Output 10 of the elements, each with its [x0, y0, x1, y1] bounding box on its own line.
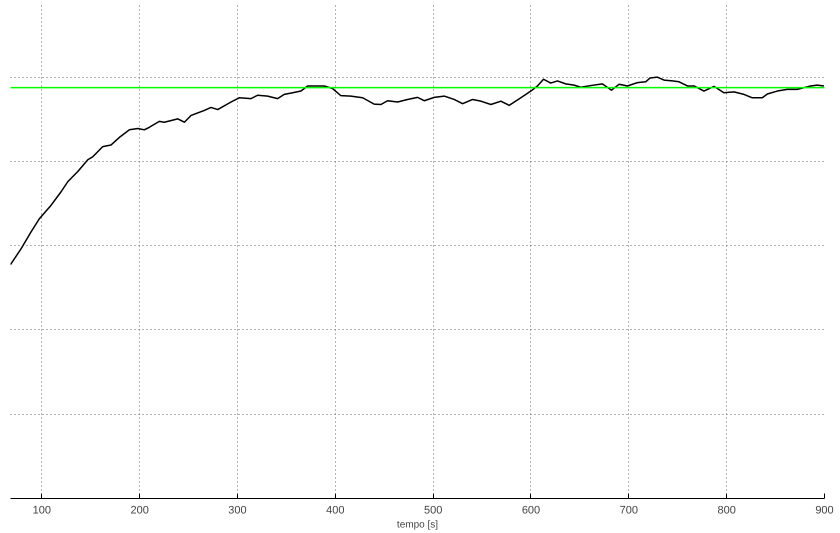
x-tick-label: 200: [130, 504, 149, 516]
x-tick-label: 800: [717, 504, 736, 516]
x-tick-label: 600: [522, 504, 540, 516]
x-axis-title: tempo [s]: [396, 520, 438, 530]
x-tick-label: 100: [32, 504, 51, 516]
x-tick-label: 700: [620, 504, 638, 516]
x-tick-label: 300: [228, 504, 247, 516]
x-tick-label: 500: [424, 504, 442, 516]
x-tick-label: 900: [815, 504, 834, 516]
x-tick-label: 400: [326, 504, 344, 516]
